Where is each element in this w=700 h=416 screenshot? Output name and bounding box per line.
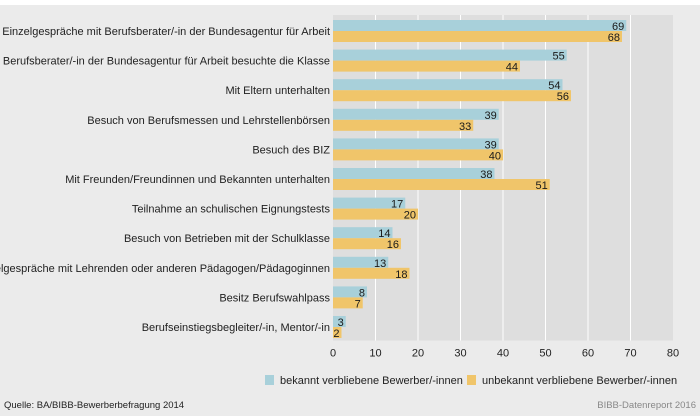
bar <box>333 286 367 298</box>
bar <box>333 267 410 279</box>
bar <box>333 316 346 327</box>
category-label: Besitz Berufswahlpass <box>219 292 330 304</box>
data-label: 38 <box>480 169 492 181</box>
x-tick-label: 70 <box>624 348 636 360</box>
data-label: 39 <box>485 110 497 122</box>
bar <box>333 197 406 209</box>
data-label: 20 <box>404 210 416 222</box>
x-tick-label: 50 <box>539 348 551 360</box>
category-label: Einzelgespräche mit Berufsberater/-in de… <box>2 26 330 38</box>
category-label: Besuch des BIZ <box>252 144 330 156</box>
x-tick-label: 0 <box>330 348 336 360</box>
data-label: 56 <box>557 91 569 103</box>
x-tick-label: 20 <box>412 348 424 360</box>
bar <box>333 327 342 338</box>
bar <box>333 20 627 31</box>
bar <box>333 138 499 150</box>
bar <box>333 297 363 309</box>
x-tick-label: 30 <box>454 348 466 360</box>
data-label: 8 <box>359 287 365 299</box>
category-label: Mit Eltern unterhalten <box>225 85 330 97</box>
legend-label: unbekannt verbliebene Bewerber/-innen <box>482 375 677 387</box>
category-label: Besuch von Berufsmessen und Lehrstellenb… <box>87 115 330 127</box>
data-label: 3 <box>338 317 344 329</box>
category-label: Berufsberater/-in der Bundesagentur für … <box>3 56 330 68</box>
legend-label: bekannt verbliebene Bewerber/-innen <box>280 375 463 387</box>
category-label: Teilnahme an schulischen Eignungstests <box>132 204 331 216</box>
bar <box>333 208 418 220</box>
category-label: Mit Freunden/Freundinnen und Bekannten u… <box>65 174 330 186</box>
data-label: 40 <box>489 150 501 162</box>
bar <box>333 256 389 268</box>
category-label: Besuch von Betrieben mit der Schulklasse <box>124 233 330 245</box>
bar <box>333 227 393 239</box>
bar <box>333 31 622 42</box>
x-tick-label: 10 <box>369 348 381 360</box>
bar <box>333 108 499 120</box>
top-strip <box>0 0 700 5</box>
data-label: 69 <box>612 21 624 33</box>
data-label: 7 <box>355 298 361 310</box>
data-label: 55 <box>553 51 565 63</box>
data-label: 39 <box>485 139 497 151</box>
bar <box>333 119 474 131</box>
data-label: 54 <box>548 80 560 92</box>
bar <box>333 238 401 250</box>
x-tick-label: 40 <box>497 348 509 360</box>
data-label: 17 <box>391 199 403 211</box>
bar <box>333 149 503 161</box>
data-label: 68 <box>608 32 620 44</box>
data-label: 33 <box>459 121 471 133</box>
bar <box>333 90 571 102</box>
bar <box>333 60 520 72</box>
x-tick-label: 60 <box>582 348 594 360</box>
category-label: Berufseinstiegsbegleiter/-in, Mentor/-in <box>142 322 330 334</box>
data-label: 18 <box>395 269 407 281</box>
legend-swatch <box>265 375 274 385</box>
data-label: 14 <box>378 228 390 240</box>
bar <box>333 179 550 190</box>
category-label: Einzelgespräche mit Lehrenden oder ander… <box>0 263 330 275</box>
data-label: 13 <box>374 258 386 270</box>
data-label: 44 <box>506 62 518 74</box>
bar <box>333 168 495 179</box>
data-label: 16 <box>387 239 399 251</box>
data-label: 51 <box>536 180 548 192</box>
source-note: Quelle: BA/BIBB-Bewerberbefragung 2014 <box>4 400 184 411</box>
brand-label: BIBB-Datenreport 2016 <box>597 400 696 411</box>
data-label: 2 <box>333 328 339 340</box>
bar <box>333 79 563 91</box>
legend-swatch <box>467 375 476 385</box>
x-tick-label: 80 <box>667 348 679 360</box>
bar <box>333 49 567 61</box>
